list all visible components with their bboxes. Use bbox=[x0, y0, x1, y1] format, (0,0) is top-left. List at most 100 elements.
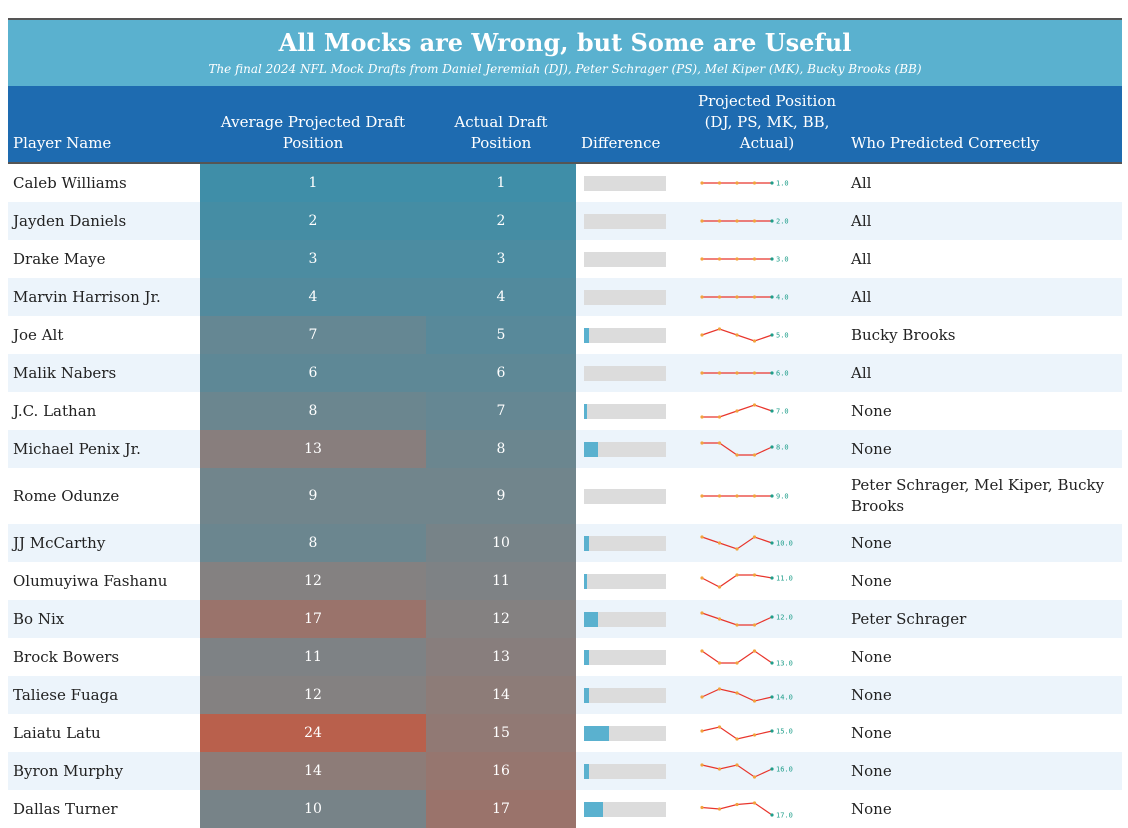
sparkline-line bbox=[701, 612, 773, 626]
sparkline-mock-point bbox=[717, 371, 722, 375]
sparkline-value-label: 15.0 bbox=[776, 728, 793, 736]
col-header-actual[interactable]: Actual Draft Position bbox=[426, 86, 576, 164]
sparkline-mock-point bbox=[700, 441, 704, 445]
difference-bar bbox=[584, 687, 590, 703]
difference-bar bbox=[584, 649, 590, 665]
sparkline-mock-point bbox=[735, 691, 739, 695]
sparkline-mock-point bbox=[752, 295, 757, 299]
sparkline-mock-point bbox=[717, 257, 722, 261]
table-row[interactable]: Rome Odunze 9 9 9.0 Peter Schrager, Mel Kipe… bbox=[8, 468, 1122, 524]
difference-bar bbox=[584, 763, 590, 779]
sparkline-actual-point bbox=[770, 295, 774, 299]
col-header-player[interactable]: Player Name bbox=[8, 86, 200, 164]
player-name-cell: Olumuyiwa Fashanu bbox=[8, 562, 200, 600]
table-row[interactable]: Jayden Daniels 2 2 2.0 All bbox=[8, 202, 1122, 240]
sparkline-value-label: 6.0 bbox=[776, 370, 789, 378]
difference-bar bbox=[584, 535, 590, 551]
table-row[interactable]: J.C. Lathan 8 7 7.0 None bbox=[8, 392, 1122, 430]
sparkline-mock-point bbox=[717, 725, 722, 729]
sparkline-mock-point bbox=[700, 219, 704, 223]
player-name-cell: Michael Penix Jr. bbox=[8, 430, 200, 468]
difference-cell bbox=[576, 714, 688, 752]
sparkline-value-label: 9.0 bbox=[776, 493, 789, 501]
sparkline-actual-point bbox=[770, 661, 774, 665]
sparkline-mock-point bbox=[752, 623, 757, 627]
table-row[interactable]: Bo Nix 17 12 12.0 Peter Schrager bbox=[8, 600, 1122, 638]
table-row[interactable]: Michael Penix Jr. 13 8 8.0 None bbox=[8, 430, 1122, 468]
sparkline-mock-point bbox=[717, 661, 722, 665]
table-row[interactable]: Olumuyiwa Fashanu 12 11 11.0 None bbox=[8, 562, 1122, 600]
sparkline-value-label: 11.0 bbox=[776, 575, 793, 583]
who-predicted-cell: None bbox=[846, 752, 1122, 790]
projection-sparkline: 8.0 bbox=[700, 441, 789, 457]
difference-bar bbox=[584, 441, 598, 457]
difference-cell bbox=[576, 240, 688, 278]
table-row[interactable]: Dallas Turner 10 17 17.0 None bbox=[8, 790, 1122, 828]
table-row[interactable]: Malik Nabers 6 6 6.0 All bbox=[8, 354, 1122, 392]
difference-cell bbox=[576, 676, 688, 714]
header-row: Player Name Average Projected Draft Posi… bbox=[8, 86, 1122, 164]
col-header-who[interactable]: Who Predicted Correctly bbox=[846, 86, 1122, 164]
table-row[interactable]: Laiatu Latu 24 15 15.0 None bbox=[8, 714, 1122, 752]
avg-position-cell: 8 bbox=[200, 524, 426, 562]
sparkline-mock-point bbox=[752, 371, 757, 375]
actual-position-cell: 16 bbox=[426, 752, 576, 790]
sparkline-mock-point bbox=[717, 295, 722, 299]
sparkline-actual-point bbox=[770, 219, 774, 223]
sparkline-mock-point bbox=[735, 219, 739, 223]
table-row[interactable]: JJ McCarthy 8 10 10.0 None bbox=[8, 524, 1122, 562]
sparkline-actual-point bbox=[770, 615, 774, 619]
sparkline-value-label: 14.0 bbox=[776, 694, 793, 702]
player-name-cell: Rome Odunze bbox=[8, 468, 200, 524]
difference-cell bbox=[576, 163, 688, 202]
table-row[interactable]: Marvin Harrison Jr. 4 4 4.0 All bbox=[8, 278, 1122, 316]
sparkline-mock-point bbox=[752, 801, 757, 805]
who-predicted-cell: None bbox=[846, 714, 1122, 752]
sparkline-actual-point bbox=[770, 181, 774, 185]
projection-sparkline: 1.0 bbox=[700, 180, 789, 188]
difference-cell bbox=[576, 468, 688, 524]
sparkline-value-label: 5.0 bbox=[776, 332, 789, 340]
sparkline-mock-point bbox=[735, 181, 739, 185]
sparkline-mock-point bbox=[752, 453, 757, 457]
sparkline-mock-point bbox=[717, 767, 722, 771]
difference-cell bbox=[576, 752, 688, 790]
projection-sparkline: 5.0 bbox=[700, 327, 789, 343]
col-header-difference[interactable]: Difference bbox=[576, 86, 688, 164]
table-subtitle: The final 2024 NFL Mock Drafts from Dani… bbox=[208, 62, 922, 76]
table-row[interactable]: Caleb Williams 1 1 1.0 All bbox=[8, 163, 1122, 202]
player-name-cell: Drake Maye bbox=[8, 240, 200, 278]
col-header-projections[interactable]: Projected Position (DJ, PS, MK, BB, Actu… bbox=[688, 86, 846, 164]
sparkline-mock-point bbox=[700, 695, 704, 699]
difference-cell bbox=[576, 524, 688, 562]
sparkline-mock-point bbox=[735, 494, 739, 498]
difference-cell bbox=[576, 638, 688, 676]
table-row[interactable]: Brock Bowers 11 13 13.0 None bbox=[8, 638, 1122, 676]
col-header-avg[interactable]: Average Projected Draft Position bbox=[200, 86, 426, 164]
actual-position-cell: 11 bbox=[426, 562, 576, 600]
projection-sparkline: 17.0 bbox=[700, 801, 793, 820]
sparkline-value-label: 4.0 bbox=[776, 294, 789, 302]
projection-sparkline: 15.0 bbox=[700, 725, 793, 741]
sparkline-actual-point bbox=[770, 729, 774, 733]
difference-bar-track bbox=[584, 441, 666, 457]
sparkline-line bbox=[702, 442, 773, 456]
sparkline-value-label: 17.0 bbox=[776, 812, 793, 820]
sparkline-mock-point bbox=[700, 494, 704, 498]
sparkline-actual-point bbox=[770, 813, 774, 817]
player-name-cell: Laiatu Latu bbox=[8, 714, 200, 752]
sparkline-value-label: 7.0 bbox=[776, 408, 789, 416]
table-row[interactable]: Byron Murphy 14 16 16.0 None bbox=[8, 752, 1122, 790]
sparkline-line bbox=[701, 764, 773, 778]
sparkline-mock-point bbox=[752, 403, 757, 407]
actual-position-cell: 4 bbox=[426, 278, 576, 316]
sparkline-value-label: 8.0 bbox=[776, 444, 789, 452]
difference-cell bbox=[576, 600, 688, 638]
sparkline-mock-point bbox=[735, 453, 739, 457]
difference-cell bbox=[576, 278, 688, 316]
table-row[interactable]: Joe Alt 7 5 5.0 Bucky Brooks bbox=[8, 316, 1122, 354]
table-row[interactable]: Drake Maye 3 3 3.0 All bbox=[8, 240, 1122, 278]
sparkline-mock-point bbox=[717, 441, 722, 445]
table-row[interactable]: Taliese Fuaga 12 14 14.0 None bbox=[8, 676, 1122, 714]
sparkline-mock-point bbox=[700, 763, 704, 767]
